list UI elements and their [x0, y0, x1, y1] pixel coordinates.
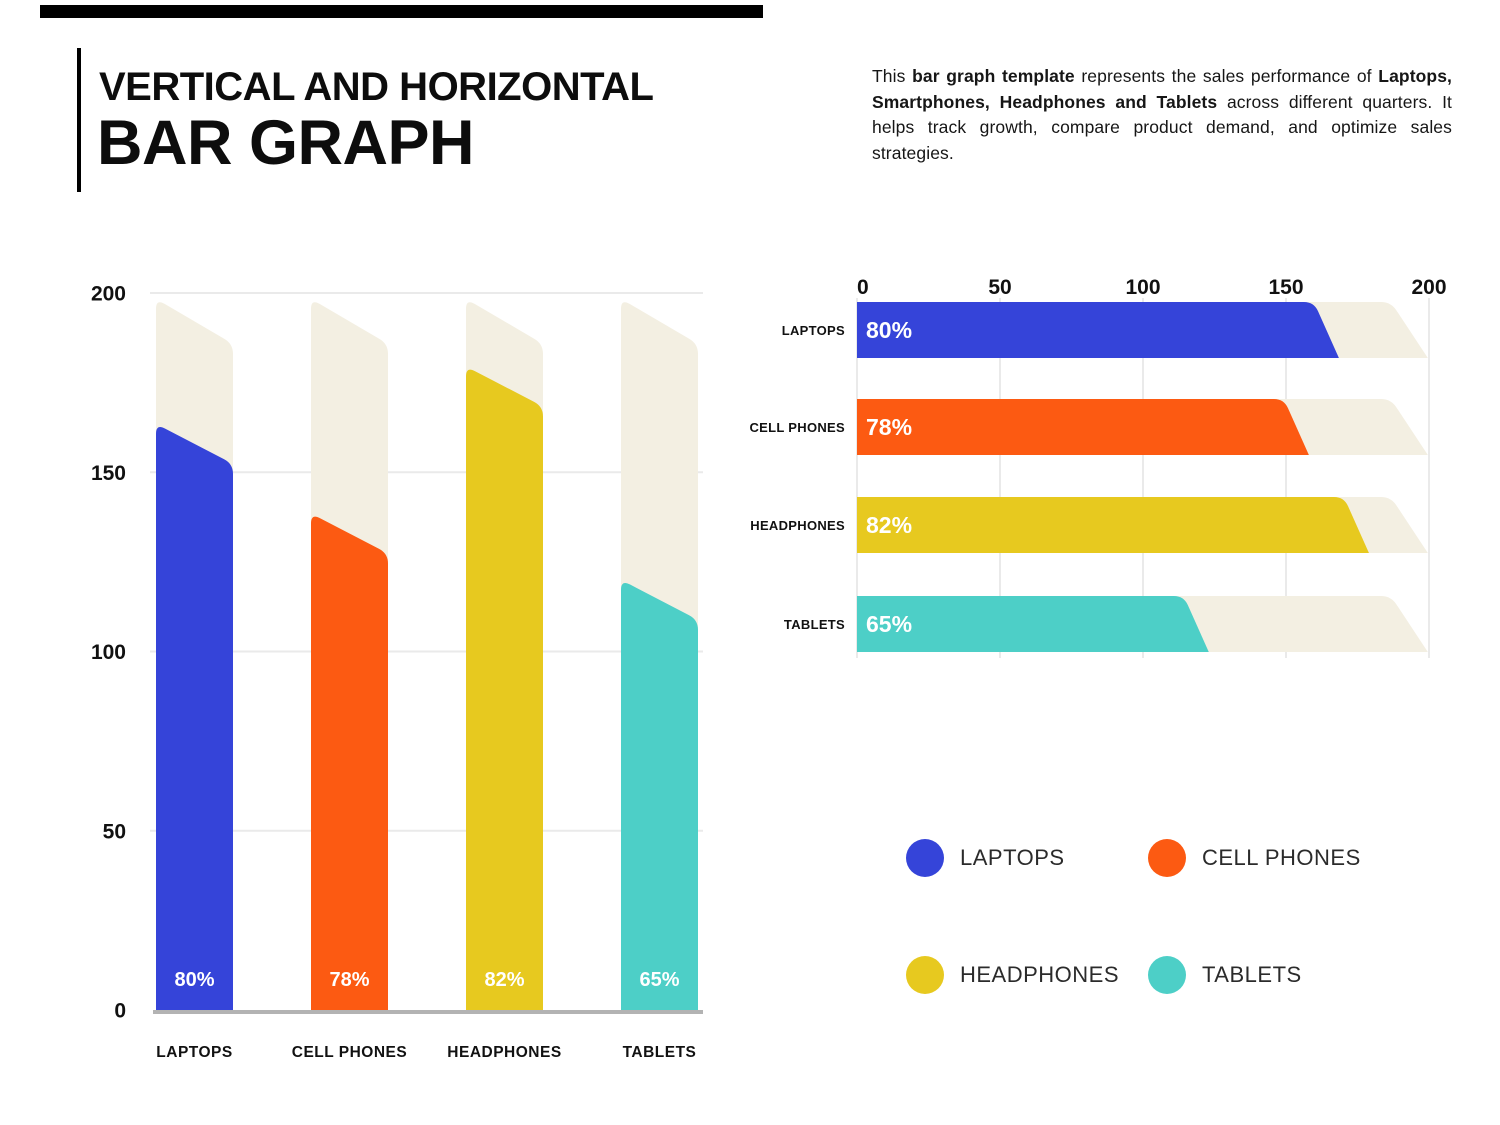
hbar-tablets — [857, 596, 1209, 652]
y-axis-tick-label-0: 0 — [114, 1000, 126, 1023]
description-paragraph: This bar graph template represents the s… — [872, 64, 1452, 166]
description-segment: This — [872, 66, 913, 86]
legend-item-laptops: LAPTOPS — [906, 839, 1148, 877]
x-axis-tick-label-0: 0 — [857, 276, 869, 299]
vbar-track-tablets — [621, 302, 698, 1010]
hbar-track-tablets — [857, 596, 1428, 652]
cell-phones-swatch-circle — [1148, 839, 1186, 877]
x-category-label-headphones: HEADPHONES — [447, 1044, 561, 1061]
legend-item-cell-phones: CELL PHONES — [1148, 839, 1361, 877]
legend-label: CELL PHONES — [1202, 845, 1361, 870]
row-category-label-headphones: HEADPHONES — [750, 518, 845, 533]
hbar-value-label-cell-phones: 78% — [866, 414, 912, 440]
x-category-label-cell-phones: CELL PHONES — [292, 1044, 407, 1061]
tablets-swatch-circle — [1148, 956, 1186, 994]
x-axis-tick-label-50: 50 — [988, 276, 1011, 299]
x-axis-tick-label-150: 150 — [1268, 276, 1303, 299]
hbar-headphones — [857, 497, 1369, 553]
vbar-value-label-cell-phones: 78% — [329, 969, 369, 991]
vbar-tablets — [621, 582, 698, 1010]
hbar-track-laptops — [857, 302, 1428, 358]
legend-label: HEADPHONES — [960, 962, 1120, 987]
description-segment: represents the sales performance of — [1074, 66, 1379, 86]
vbar-value-label-headphones: 82% — [484, 969, 524, 991]
hbar-value-label-headphones: 82% — [866, 512, 912, 538]
headphones-swatch-circle — [906, 956, 944, 994]
y-axis-tick-label-200: 200 — [91, 283, 126, 306]
y-axis-tick-label-100: 100 — [91, 641, 126, 664]
vbar-headphones — [466, 369, 543, 1010]
vbar-track-headphones — [466, 302, 543, 1010]
hbar-laptops — [857, 302, 1339, 358]
hbar-cell-phones — [857, 399, 1309, 455]
x-axis-tick-label-100: 100 — [1125, 276, 1160, 299]
laptops-swatch-circle — [906, 839, 944, 877]
top-accent-bar — [40, 5, 763, 18]
hbar-value-label-tablets: 65% — [866, 611, 912, 637]
row-category-label-cell-phones: CELL PHONES — [749, 420, 845, 435]
legend-label: TABLETS — [1202, 962, 1302, 987]
vbar-laptops — [156, 427, 233, 1011]
vbar-track-laptops — [156, 302, 233, 1010]
description-segment-bold: bar graph template — [912, 66, 1075, 86]
x-category-label-laptops: LAPTOPS — [156, 1044, 232, 1061]
vbar-value-label-tablets: 65% — [639, 969, 679, 991]
x-axis-tick-label-200: 200 — [1411, 276, 1446, 299]
vbar-track-cell-phones — [311, 302, 388, 1010]
x-category-label-tablets: TABLETS — [623, 1044, 697, 1061]
vbar-value-label-laptops: 80% — [174, 969, 214, 991]
row-category-label-tablets: TABLETS — [784, 617, 845, 632]
legend-label: LAPTOPS — [960, 845, 1065, 870]
title-vertical-rule — [77, 48, 81, 192]
legend-item-headphones: HEADPHONES — [906, 956, 1148, 994]
description-segment: across different quarters. It helps trac… — [872, 91, 1452, 163]
page-eyebrow: VERTICAL AND HORIZONTAL — [99, 65, 654, 109]
legend-item-tablets: TABLETS — [1148, 956, 1361, 994]
hbar-track-headphones — [857, 497, 1428, 553]
vbar-cell-phones — [311, 516, 388, 1010]
legend: LAPTOPS CELL PHONES HEADPHONES TABLETS — [906, 839, 1361, 994]
description-segment-bold: Laptops, Smartphones, Headphones and Tab… — [872, 66, 1452, 112]
hbar-track-cell-phones — [857, 399, 1428, 455]
y-axis-tick-label-150: 150 — [91, 462, 126, 485]
hbar-value-label-laptops: 80% — [866, 317, 912, 343]
row-category-label-laptops: LAPTOPS — [782, 323, 845, 338]
page-title: BAR GRAPH — [97, 108, 475, 178]
y-axis-tick-label-50: 50 — [103, 820, 126, 843]
